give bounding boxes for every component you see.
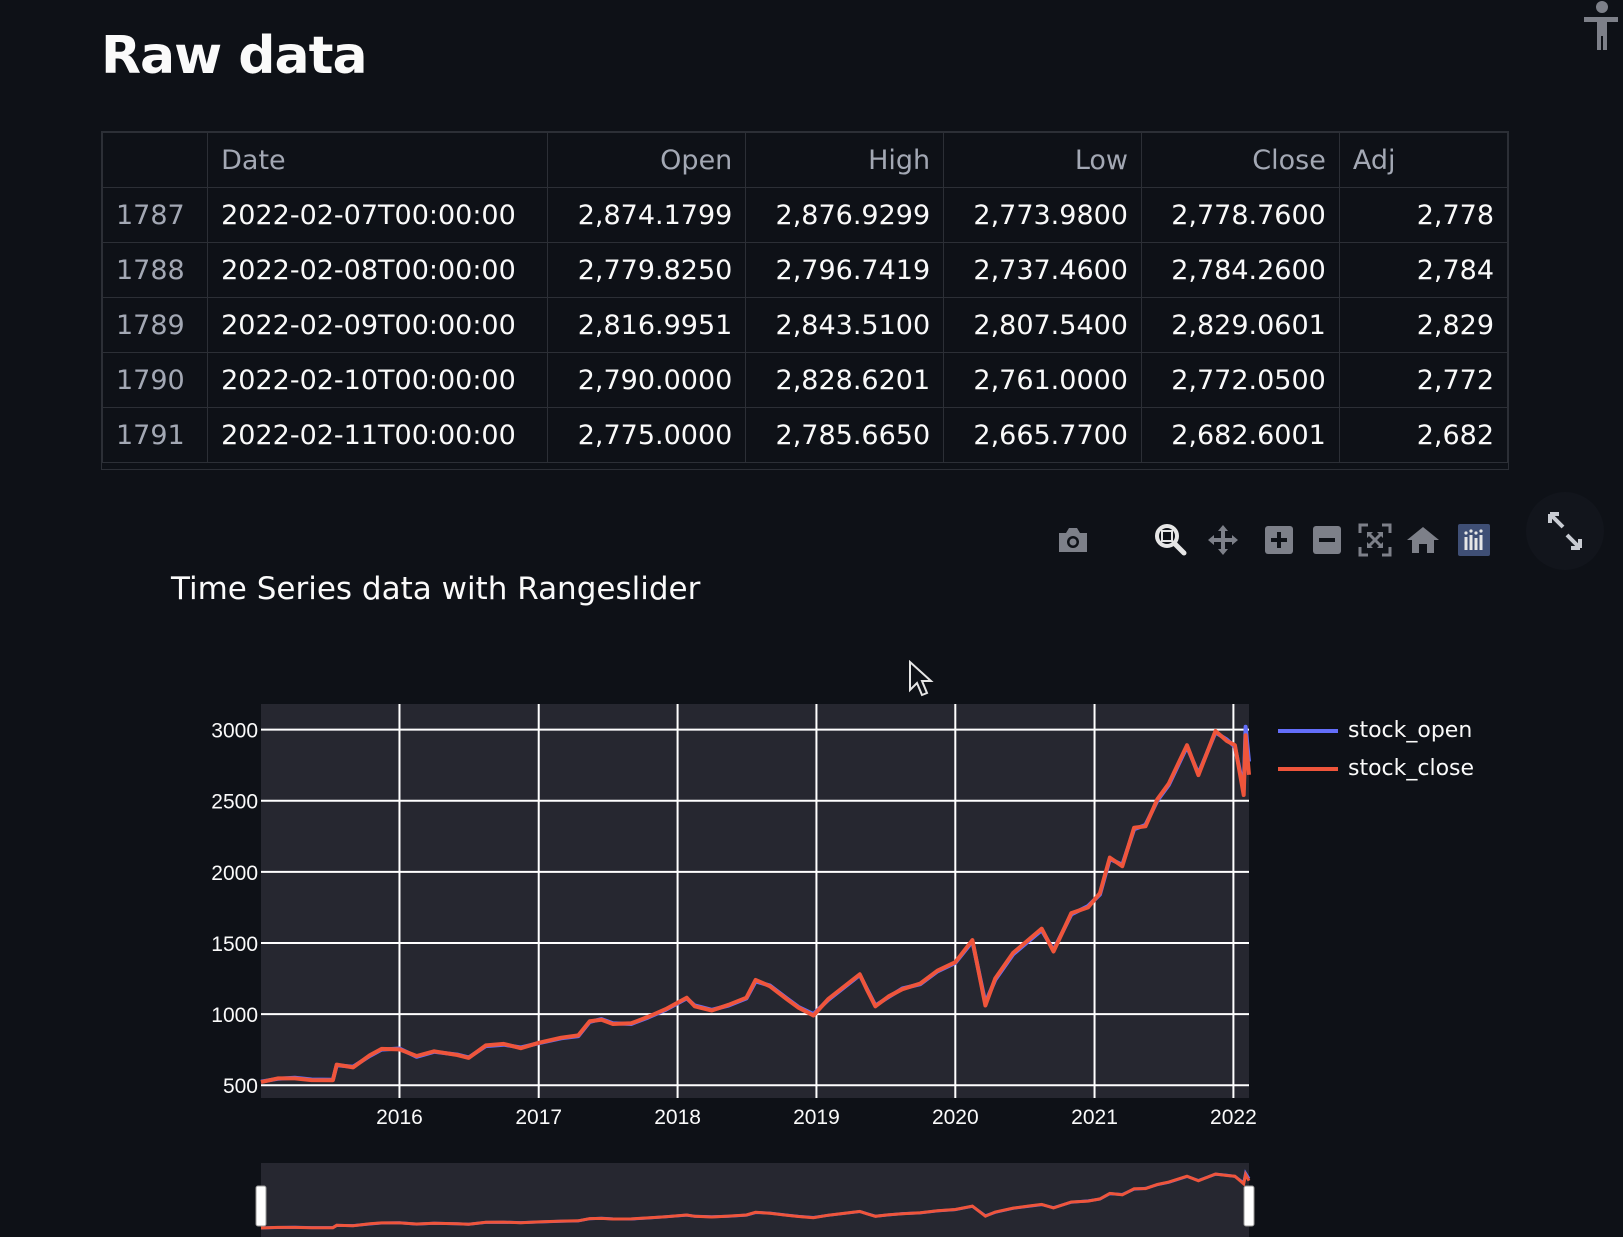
- zoom-in-icon[interactable]: [1261, 522, 1297, 558]
- zoom-out-icon[interactable]: [1309, 522, 1345, 558]
- cell-high[interactable]: 2,796.7419: [745, 242, 945, 298]
- chart-title: Time Series data with Rangeslider: [171, 571, 701, 607]
- pan-icon[interactable]: [1205, 522, 1241, 558]
- autoscale-icon[interactable]: [1357, 522, 1393, 558]
- mouse-cursor-icon: [909, 660, 934, 697]
- y-tick-label: 2000: [211, 862, 258, 885]
- column-header-index[interactable]: [102, 132, 209, 188]
- cell-open[interactable]: 2,816.9951: [547, 297, 747, 353]
- legend-label: stock_open: [1348, 718, 1473, 743]
- row-index[interactable]: 1791: [102, 407, 209, 463]
- plot-background[interactable]: [261, 704, 1249, 1098]
- accessibility-icon[interactable]: [1582, 0, 1620, 52]
- cell-close[interactable]: 2,682.6001: [1140, 407, 1340, 463]
- table-row: 1787 2022-02-07T00:00:00 2,874.1799 2,87…: [102, 187, 1508, 243]
- cell-high[interactable]: 2,876.9299: [745, 187, 945, 243]
- cell-date[interactable]: 2022-02-08T00:00:00: [207, 242, 549, 298]
- cell-open[interactable]: 2,775.0000: [547, 407, 747, 463]
- rangeslider-handle-left[interactable]: [255, 1185, 267, 1227]
- plotly-logo-icon[interactable]: [1456, 522, 1492, 558]
- row-index[interactable]: 1788: [102, 242, 209, 298]
- cell-adj[interactable]: 2,784: [1338, 242, 1508, 298]
- data-table: Date Open High Low Close Adj 1787 2022-0…: [102, 132, 1508, 463]
- expand-icon: [1548, 512, 1582, 550]
- row-index[interactable]: 1789: [102, 297, 209, 353]
- x-tick-label: 2021: [1071, 1106, 1118, 1129]
- cell-low[interactable]: 2,665.7700: [943, 407, 1142, 463]
- x-tick-label: 2020: [932, 1106, 979, 1129]
- x-tick-label: 2016: [376, 1106, 423, 1129]
- cell-high[interactable]: 2,785.6650: [745, 407, 945, 463]
- table-row: 1788 2022-02-08T00:00:00 2,779.8250 2,79…: [102, 242, 1508, 298]
- column-header-adj[interactable]: Adj: [1338, 132, 1508, 188]
- reset-axes-icon[interactable]: [1405, 522, 1441, 558]
- table-header-row: Date Open High Low Close Adj: [102, 132, 1508, 188]
- legend-item-stock-open[interactable]: stock_open: [1278, 718, 1472, 743]
- chart-modebar: [1055, 518, 1505, 562]
- legend-item-stock-close[interactable]: stock_close: [1278, 756, 1474, 781]
- cell-high[interactable]: 2,828.6201: [745, 352, 945, 408]
- zoom-icon[interactable]: [1152, 522, 1188, 558]
- cell-date[interactable]: 2022-02-11T00:00:00: [207, 407, 549, 463]
- cell-open[interactable]: 2,779.8250: [547, 242, 747, 298]
- fullscreen-button[interactable]: [1526, 492, 1604, 570]
- cell-adj[interactable]: 2,682: [1338, 407, 1508, 463]
- column-header-date[interactable]: Date: [207, 132, 549, 188]
- cell-adj[interactable]: 2,829: [1338, 297, 1508, 353]
- column-header-open[interactable]: Open: [547, 132, 747, 188]
- table-row: 1789 2022-02-09T00:00:00 2,816.9951 2,84…: [102, 297, 1508, 353]
- y-tick-label: 500: [223, 1075, 258, 1098]
- x-tick-label: 2022: [1210, 1106, 1257, 1129]
- cell-date[interactable]: 2022-02-07T00:00:00: [207, 187, 549, 243]
- y-tick-label: 3000: [211, 720, 258, 743]
- row-index[interactable]: 1787: [102, 187, 209, 243]
- legend-swatch-stock-close: [1278, 766, 1338, 771]
- x-tick-label: 2018: [654, 1106, 701, 1129]
- cell-date[interactable]: 2022-02-09T00:00:00: [207, 297, 549, 353]
- table-row: 1790 2022-02-10T00:00:00 2,790.0000 2,82…: [102, 352, 1508, 408]
- cell-adj[interactable]: 2,772: [1338, 352, 1508, 408]
- cell-open[interactable]: 2,790.0000: [547, 352, 747, 408]
- rangeslider-line-stock-close: [260, 1170, 1251, 1230]
- legend-swatch-stock-open: [1278, 728, 1338, 733]
- rangeslider-handle-right[interactable]: [1243, 1185, 1255, 1227]
- cell-close[interactable]: 2,778.7600: [1140, 187, 1340, 243]
- legend-label: stock_close: [1348, 756, 1475, 781]
- cell-low[interactable]: 2,773.9800: [943, 187, 1142, 243]
- cell-high[interactable]: 2,843.5100: [745, 297, 945, 353]
- y-tick-label: 2500: [211, 791, 258, 814]
- camera-icon[interactable]: [1055, 522, 1091, 558]
- x-tick-label: 2019: [793, 1106, 840, 1129]
- y-tick-label: 1500: [211, 933, 258, 956]
- cell-low[interactable]: 2,761.0000: [943, 352, 1142, 408]
- cell-low[interactable]: 2,737.4600: [943, 242, 1142, 298]
- dataframe[interactable]: Date Open High Low Close Adj 1787 2022-0…: [101, 131, 1509, 470]
- y-tick-label: 1000: [211, 1004, 258, 1027]
- table-row: 1791 2022-02-11T00:00:00 2,775.0000 2,78…: [102, 407, 1508, 463]
- cell-adj[interactable]: 2,778: [1338, 187, 1508, 243]
- row-index[interactable]: 1790: [102, 352, 209, 408]
- cell-close[interactable]: 2,829.0601: [1140, 297, 1340, 353]
- series-line-stock-close[interactable]: [260, 729, 1251, 1085]
- page-title: Raw data: [101, 26, 368, 86]
- x-tick-label: 2017: [515, 1106, 562, 1129]
